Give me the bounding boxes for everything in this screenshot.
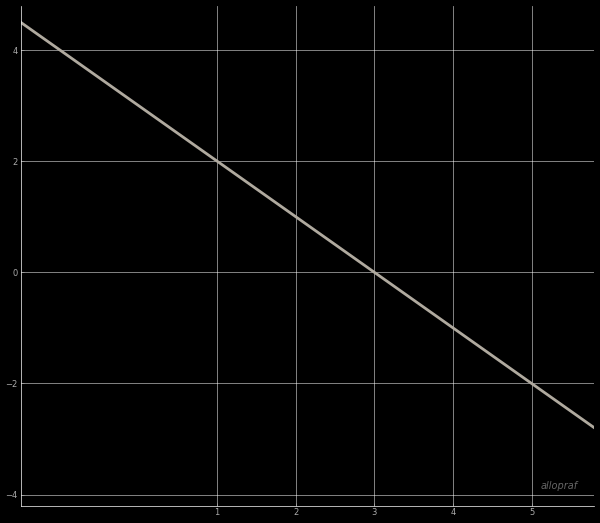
Text: allopraf: allopraf bbox=[540, 481, 577, 491]
